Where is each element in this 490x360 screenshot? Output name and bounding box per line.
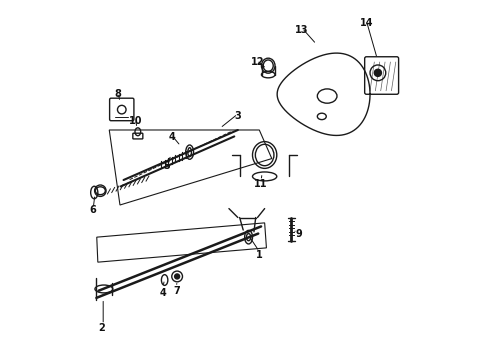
- Text: 4: 4: [159, 288, 166, 297]
- Text: 11: 11: [254, 179, 268, 189]
- Text: 6: 6: [90, 205, 97, 215]
- Circle shape: [374, 69, 381, 76]
- Text: 14: 14: [360, 18, 373, 28]
- Text: 7: 7: [174, 286, 180, 296]
- Text: 8: 8: [115, 89, 122, 99]
- Text: 12: 12: [251, 57, 264, 67]
- Text: 9: 9: [295, 229, 302, 239]
- Text: 5: 5: [163, 161, 170, 171]
- Text: 13: 13: [295, 25, 309, 35]
- Text: 2: 2: [99, 323, 105, 333]
- Text: 4: 4: [169, 132, 175, 142]
- Text: 10: 10: [129, 116, 143, 126]
- Text: 3: 3: [235, 111, 241, 121]
- Text: 1: 1: [256, 250, 263, 260]
- Circle shape: [174, 274, 180, 279]
